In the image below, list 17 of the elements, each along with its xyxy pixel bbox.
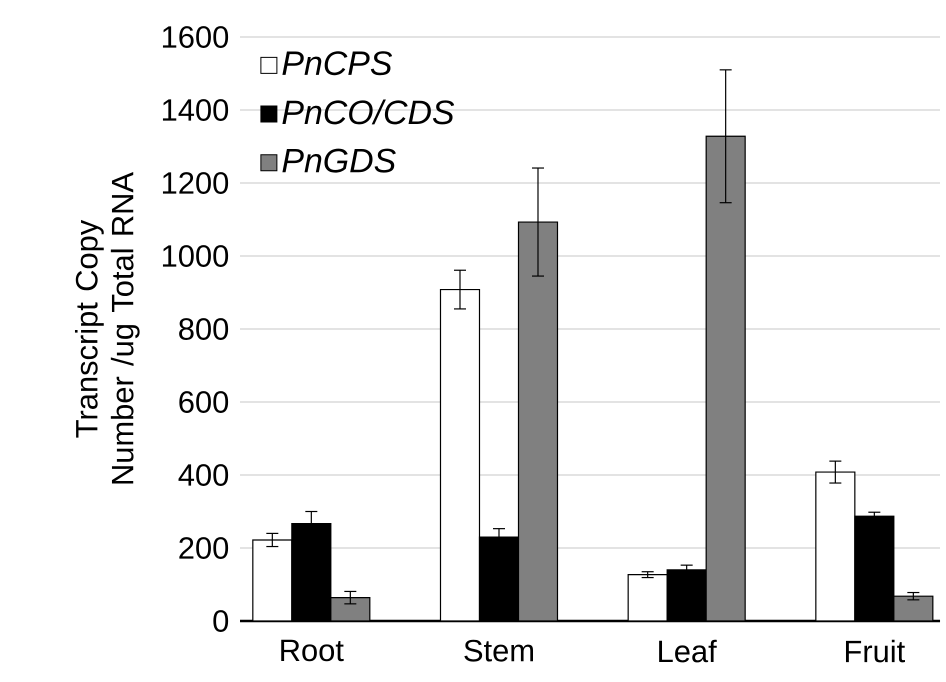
- y-tick-label: 400: [178, 464, 228, 486]
- y-tick-label: 1200: [162, 172, 228, 194]
- x-tick-label: Root: [281, 640, 344, 662]
- y-tick-label: 1600: [162, 26, 228, 48]
- legend-label: PnCPS: [282, 51, 392, 76]
- y-tick-label: 800: [179, 318, 228, 340]
- y-axis-title: Transcript Copy Number /ug Total RNA: [74, 172, 140, 484]
- legend-label: PnCO/CDS: [282, 99, 454, 124]
- y-tick-label: 1400: [162, 99, 228, 121]
- y-tick-label: 600: [179, 391, 228, 413]
- legend-label: PnGDS: [282, 148, 396, 173]
- y-tick-label: 1000: [162, 245, 228, 267]
- x-tick-label: Leaf: [659, 640, 717, 662]
- y-tick-label: 0: [213, 610, 228, 632]
- x-tick-label: Stem: [464, 640, 533, 662]
- y-tick-label: 200: [179, 537, 228, 559]
- x-tick-label: Fruit: [846, 640, 905, 662]
